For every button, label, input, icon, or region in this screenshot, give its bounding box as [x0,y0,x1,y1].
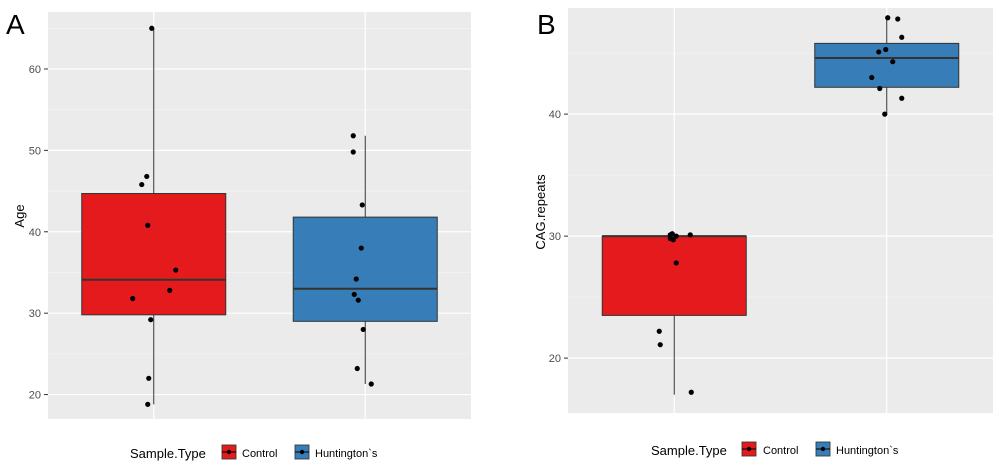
panel-b: B CAG.repeats 20 30 40 Sample.Type Control… [533,8,993,458]
legend-b: Sample.Type Control Huntington`s [651,441,899,458]
plot-area-a: 20 30 40 50 60 [29,12,471,419]
data-point-control-a-9 [145,401,151,407]
box-control-b [601,235,747,316]
legend-point-huntingtons-a [299,449,305,455]
panel-letter-b: B [537,9,556,40]
y-tick-label-b-20: 20 [549,353,561,365]
data-point-huntingtons-b-5 [890,59,896,65]
data-point-huntingtons-a-1 [350,149,356,155]
data-point-huntingtons-a-8 [354,365,360,372]
y-axis-title-b: CAG.repeats [533,174,548,250]
y-tick-label-b-30: 30 [549,231,561,243]
data-point-control-a-7 [148,317,154,323]
box-control-a [81,193,227,316]
data-point-control-b-5 [667,232,673,238]
data-point-huntingtons-b-3 [883,46,889,53]
data-point-control-b-7 [656,328,662,334]
data-point-huntingtons-a-4 [353,276,359,282]
data-point-huntingtons-a-9 [368,381,374,387]
data-point-huntingtons-b-6 [869,74,875,81]
data-point-control-b-9 [688,389,694,395]
data-point-huntingtons-a-6 [355,297,361,303]
plot-area-b: 20 30 40 [549,8,993,413]
legend-point-huntingtons-b [820,446,826,452]
data-point-control-b-4 [670,237,676,243]
panel-letter-a: A [6,9,25,40]
data-point-control-a-2 [139,181,145,188]
data-point-control-b-2 [673,233,679,239]
legend-title-b: Sample.Type [651,443,727,458]
y-tick-label-a-30: 30 [29,308,41,320]
data-point-control-a-8 [146,375,152,381]
y-tick-label-a-50: 50 [29,145,41,157]
data-point-control-b-6 [673,260,679,266]
data-point-huntingtons-b-1 [895,16,901,22]
y-tick-label-a-60: 60 [29,64,41,76]
data-point-control-a-6 [130,295,136,302]
legend-point-control-b [746,446,752,452]
legend-item-huntingtons-b: Huntington`s [815,441,899,457]
legend-a: Sample.Type Control Huntington`s [130,444,378,461]
data-point-huntingtons-a-0 [350,133,356,139]
data-point-control-a-0 [149,25,155,31]
data-point-huntingtons-a-7 [360,326,366,333]
legend-item-control-b: Control [741,441,798,457]
data-point-huntingtons-a-3 [358,245,364,251]
data-point-huntingtons-b-0 [885,15,891,21]
data-point-control-a-4 [173,267,179,273]
legend-point-control-a [226,449,232,455]
data-point-control-a-5 [167,287,173,293]
data-point-control-a-1 [144,173,150,180]
data-point-huntingtons-b-8 [899,95,905,101]
legend-label-huntingtons-b: Huntington`s [836,445,899,457]
legend-item-control-a: Control [221,444,277,460]
data-point-huntingtons-a-2 [359,202,365,208]
y-axis-title-a: Age [12,204,27,227]
data-point-huntingtons-b-2 [899,34,905,40]
y-tick-label-b-40: 40 [549,109,561,121]
legend-label-control-a: Control [242,448,277,460]
data-point-huntingtons-b-7 [877,85,883,92]
data-point-huntingtons-b-9 [882,111,888,117]
legend-label-control-b: Control [763,445,798,457]
data-point-control-b-1 [687,232,693,238]
data-point-control-b-8 [657,342,663,348]
panel-a: A Age 20 30 40 50 60 Sample.Type Control Hun… [6,9,471,461]
legend-label-huntingtons-a: Huntington`s [315,448,378,460]
y-tick-label-a-20: 20 [29,390,41,402]
y-tick-label-a-40: 40 [29,227,41,239]
data-point-huntingtons-a-5 [351,291,357,298]
data-point-control-a-3 [145,222,151,228]
legend-item-huntingtons-a: Huntington`s [294,444,378,460]
legend-title-a: Sample.Type [130,446,206,461]
box-huntingtons-a [292,216,438,322]
data-point-huntingtons-b-4 [876,49,882,55]
